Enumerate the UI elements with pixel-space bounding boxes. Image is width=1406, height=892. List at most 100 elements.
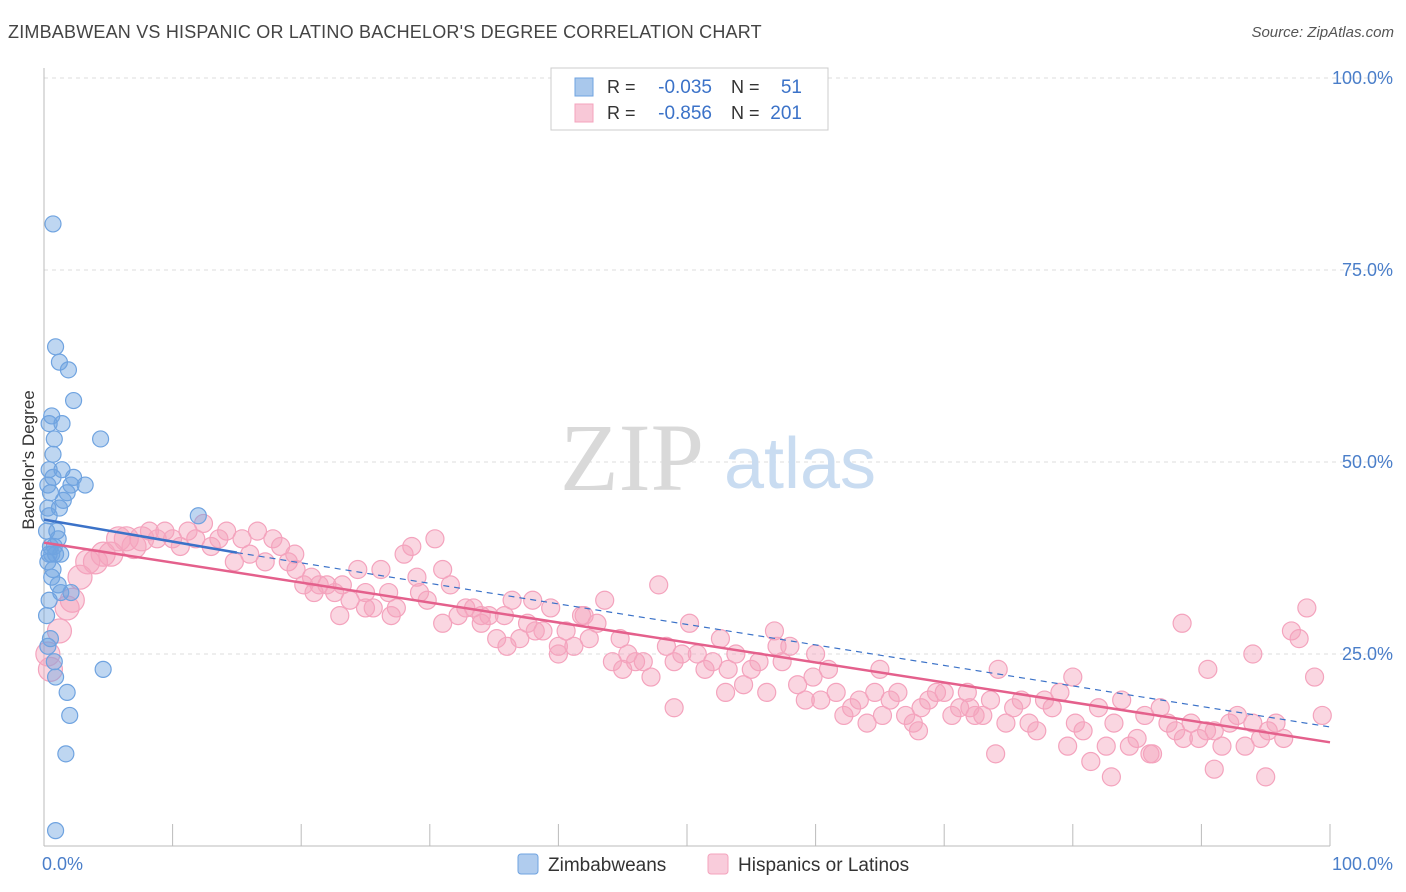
hispanic-point	[1058, 736, 1078, 756]
hispanic-point	[1096, 736, 1116, 756]
hispanic-point	[1104, 713, 1124, 733]
gridlines	[44, 77, 1390, 655]
zimbabwean-point	[49, 576, 67, 594]
watermark-zip: ZIP	[560, 404, 704, 511]
hispanic-point	[371, 559, 391, 580]
hispanic-point	[733, 675, 754, 695]
hispanic-point	[1119, 736, 1139, 756]
hispanic-point	[1189, 728, 1209, 749]
hispanic-point	[209, 529, 229, 549]
series-legend-label: Zimbabweans	[548, 855, 666, 876]
y-tick-labels: 25.0% 50.0% 75.0% 100.0%	[1332, 68, 1393, 664]
hispanic-point	[1281, 621, 1302, 641]
hispanic-point	[548, 644, 569, 664]
hispanic-point	[695, 659, 715, 679]
hispanic-point	[263, 529, 283, 549]
y-tick-label: 50.0%	[1342, 452, 1393, 472]
zimbabwean-point	[53, 415, 71, 433]
hispanic-point	[1227, 705, 1248, 726]
legend-n-value: 201	[770, 103, 802, 124]
hispanic-point	[1172, 613, 1192, 633]
hispanic-point	[703, 652, 723, 672]
trend-lines	[43, 518, 1331, 744]
hispanic-point	[715, 682, 736, 703]
hispanic-point	[888, 682, 908, 703]
hispanic-point	[641, 667, 661, 687]
hispanic-point	[579, 629, 599, 649]
source-label: Source: ZipAtlas.com	[1251, 24, 1394, 41]
hispanic-point	[926, 682, 947, 703]
zimbabwean-point	[189, 507, 207, 525]
zimbabwean-point	[37, 606, 56, 625]
hispanic-point	[764, 621, 785, 641]
y-tick-label: 100.0%	[1332, 68, 1393, 88]
hispanic-point	[1101, 767, 1121, 787]
hispanic-point	[1250, 728, 1271, 749]
hispanic-point	[865, 682, 885, 703]
hispanic-point	[247, 521, 268, 541]
zimbabwean-point	[76, 476, 94, 494]
hispanic-point	[497, 636, 517, 656]
hispanic-point	[433, 559, 453, 580]
hispanic-point	[1196, 721, 1217, 741]
hispanic-point	[502, 590, 522, 610]
hispanic-point	[556, 621, 576, 641]
hispanic-point	[1312, 705, 1332, 726]
hispanic-point	[857, 713, 877, 733]
hispanic-point	[757, 682, 777, 703]
zimbabwean-point	[48, 522, 66, 540]
hispanic-point	[1127, 728, 1147, 749]
hispanic-point	[849, 690, 869, 710]
hispanic-point	[1004, 698, 1024, 718]
hispanic-point	[656, 636, 677, 656]
hispanic-point	[381, 605, 401, 626]
zimbabwean-point	[46, 668, 65, 686]
hispanic-point	[811, 690, 831, 710]
hispanic-point	[872, 705, 893, 726]
stats-legend-box	[550, 67, 829, 131]
hispanic-point	[610, 629, 630, 649]
hispanic-point	[803, 667, 823, 687]
hispanic-point	[595, 590, 615, 610]
x-tick-labels: 0.0% 100.0%	[42, 854, 1393, 874]
legend-n-label: N =	[731, 103, 760, 123]
zimbabwean-point	[40, 415, 58, 433]
hispanic-point	[548, 636, 569, 656]
hispanic-point	[834, 705, 854, 726]
hispanic-point	[285, 544, 305, 564]
hispanic-point	[178, 521, 198, 541]
hispanic-point	[613, 659, 633, 679]
zimbabwean-trend-extension	[236, 552, 1331, 728]
watermark: ZIP atlas	[560, 404, 876, 511]
zimbabwean-point	[58, 683, 76, 702]
zimbabwean-point	[59, 361, 78, 379]
hispanic-point	[919, 690, 939, 710]
hispanic-point	[487, 629, 507, 649]
hispanic-point	[996, 713, 1016, 733]
series-legend-swatch	[707, 853, 729, 875]
hispanic-point	[186, 529, 206, 549]
legend-r-value: -0.856	[658, 103, 712, 124]
series-hispanics-points	[35, 513, 1332, 787]
hispanic-point	[679, 613, 700, 633]
hispanic-point	[301, 567, 322, 587]
hispanic-point	[574, 605, 594, 626]
hispanic-point	[908, 721, 929, 741]
hispanic-point	[980, 690, 1001, 710]
hispanic-trend-line	[43, 541, 1331, 744]
hispanic-point	[1065, 713, 1085, 733]
hispanic-point	[355, 598, 376, 618]
hispanic-point	[1212, 736, 1232, 756]
zimbabwean-point	[44, 445, 62, 463]
hispanic-point	[1173, 728, 1193, 749]
hispanic-point	[1243, 644, 1263, 664]
hispanic-point	[1289, 629, 1309, 649]
zimbabwean-point	[64, 391, 83, 410]
hispanic-point	[1204, 759, 1224, 779]
y-tick-label: 75.0%	[1342, 260, 1393, 280]
hispanic-point	[602, 652, 623, 672]
hispanic-point	[826, 682, 846, 703]
hispanic-point	[842, 698, 862, 718]
hispanic-point	[795, 690, 815, 710]
hispanic-point	[1256, 767, 1276, 787]
